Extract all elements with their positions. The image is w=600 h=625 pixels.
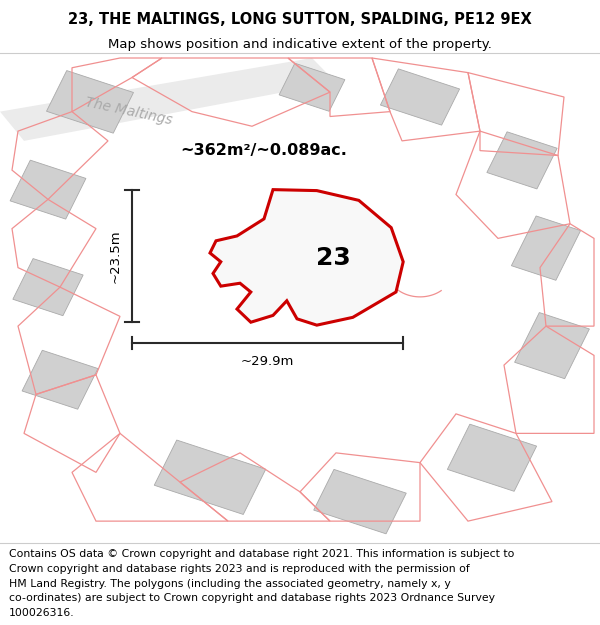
Polygon shape — [47, 71, 133, 133]
Polygon shape — [154, 440, 266, 514]
Text: The Maltings: The Maltings — [84, 96, 173, 128]
Polygon shape — [0, 58, 336, 141]
Polygon shape — [10, 160, 86, 219]
Polygon shape — [487, 132, 557, 189]
Polygon shape — [13, 259, 83, 316]
Polygon shape — [448, 424, 536, 491]
Text: ~23.5m: ~23.5m — [108, 229, 121, 282]
Text: 23: 23 — [316, 246, 350, 270]
Polygon shape — [511, 216, 581, 280]
Text: HM Land Registry. The polygons (including the associated geometry, namely x, y: HM Land Registry. The polygons (includin… — [9, 579, 451, 589]
Polygon shape — [314, 469, 406, 534]
Text: 100026316.: 100026316. — [9, 608, 74, 618]
Polygon shape — [22, 350, 98, 409]
Text: 23, THE MALTINGS, LONG SUTTON, SPALDING, PE12 9EX: 23, THE MALTINGS, LONG SUTTON, SPALDING,… — [68, 12, 532, 27]
Text: Contains OS data © Crown copyright and database right 2021. This information is : Contains OS data © Crown copyright and d… — [9, 549, 514, 559]
Text: ~29.9m: ~29.9m — [241, 356, 294, 368]
Polygon shape — [279, 63, 345, 111]
Text: Crown copyright and database rights 2023 and is reproduced with the permission o: Crown copyright and database rights 2023… — [9, 564, 470, 574]
Polygon shape — [515, 312, 589, 379]
Text: Map shows position and indicative extent of the property.: Map shows position and indicative extent… — [108, 38, 492, 51]
Text: ~362m²/~0.089ac.: ~362m²/~0.089ac. — [180, 143, 347, 158]
Polygon shape — [210, 189, 403, 325]
Text: co-ordinates) are subject to Crown copyright and database rights 2023 Ordnance S: co-ordinates) are subject to Crown copyr… — [9, 593, 495, 603]
Polygon shape — [380, 69, 460, 125]
